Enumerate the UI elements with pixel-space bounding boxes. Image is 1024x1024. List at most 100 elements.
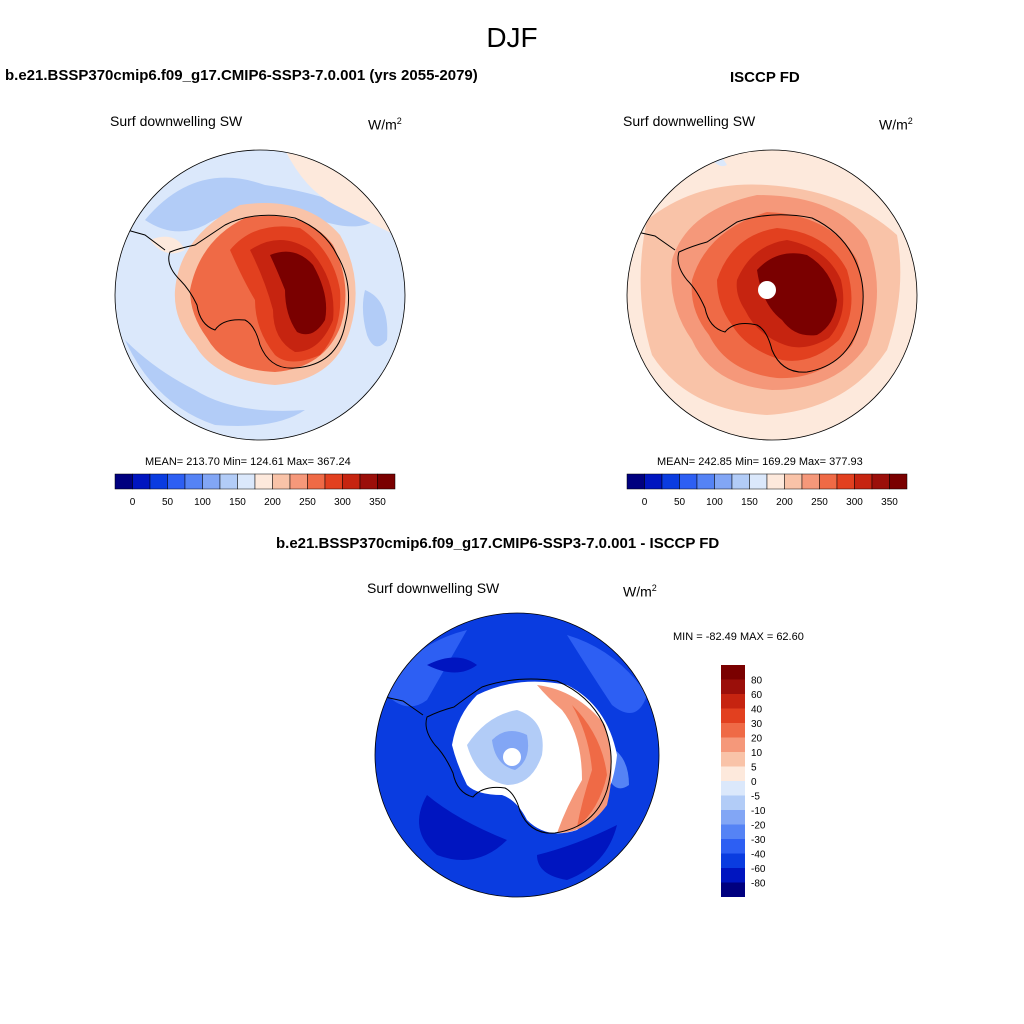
map-field-patch <box>567 635 647 713</box>
map-field-patch <box>419 795 507 860</box>
obs-stats-text: MEAN= 242.85 Min= 169.29 Max= 377.93 <box>657 456 863 468</box>
colorbar-box <box>714 473 733 490</box>
colorbar-box <box>819 473 838 490</box>
colorbar-box <box>721 665 745 680</box>
map-field-patch <box>270 251 327 335</box>
colorbar-box <box>721 708 745 723</box>
colorbar-tick-label: 50 <box>674 497 686 508</box>
colorbar-tick-label: 150 <box>229 497 246 508</box>
colorbar-box <box>289 473 308 490</box>
diff-minmax-text: MIN = -82.49 MAX = 62.60 <box>673 631 804 643</box>
pole-gap <box>758 281 776 299</box>
obs-units-label: W/m2 <box>879 116 913 133</box>
map-field-patch <box>572 705 607 827</box>
colorbar-box <box>114 473 133 490</box>
colorbar-box <box>721 752 745 767</box>
colorbar-box <box>272 473 291 490</box>
colorbar-box <box>184 473 203 490</box>
colorbar-box <box>721 810 745 825</box>
colorbar-tick-label: 0 <box>130 497 136 508</box>
colorbar-tick-label: 200 <box>264 497 281 508</box>
model-polar-map <box>114 149 406 441</box>
colorbar-box <box>359 473 378 490</box>
map-boundary-circle <box>114 149 406 441</box>
diff-polar-map <box>374 612 660 898</box>
colorbar-tick-label: -80 <box>751 879 766 890</box>
peninsula-coastline <box>384 696 424 716</box>
colorbar-box <box>721 824 745 839</box>
colorbar-box <box>784 473 803 490</box>
colorbar-box <box>237 473 256 490</box>
colorbar-tick-label: 0 <box>751 777 757 788</box>
colorbar-tick-label: -60 <box>751 864 766 875</box>
obs-colorbar: 0 50 100 150 200 250 300 350 <box>626 473 908 508</box>
colorbar-box <box>324 473 343 490</box>
colorbar-box <box>254 473 273 490</box>
map-boundary-circle <box>374 612 660 898</box>
colorbar-tick-label: 30 <box>751 719 763 730</box>
map-boundary-circle <box>626 149 918 441</box>
colorbar-box <box>854 473 873 490</box>
colorbar-tick-label: 50 <box>162 497 174 508</box>
model-stats-text: MEAN= 213.70 Min= 124.61 Max= 367.24 <box>145 456 351 468</box>
antarctica-coastline <box>168 214 350 369</box>
colorbar-box <box>696 473 715 490</box>
model-colorbar: 0 50 100 150 200 250 300 350 <box>114 473 396 508</box>
colorbar-box <box>626 473 645 490</box>
colorbar-box <box>721 679 745 694</box>
pole-gap <box>503 748 521 766</box>
map-field-patch <box>150 236 185 254</box>
diff-units-label: W/m2 <box>623 583 657 600</box>
colorbar-tick-label: 20 <box>751 734 763 745</box>
colorbar-tick-label: -20 <box>751 821 766 832</box>
colorbar-box <box>766 473 785 490</box>
map-field-patch <box>427 657 477 673</box>
colorbar-box <box>721 868 745 883</box>
colorbar-box <box>871 473 890 490</box>
map-field-patch <box>285 150 405 240</box>
colorbar-tick-label: 100 <box>194 497 211 508</box>
colorbar-box <box>644 473 663 490</box>
colorbar-box <box>219 473 238 490</box>
map-field-patch <box>757 253 837 336</box>
model-variable-label: Surf downwelling SW <box>110 113 243 129</box>
colorbar-box <box>721 853 745 868</box>
colorbar-tick-label: -30 <box>751 835 766 846</box>
colorbar-box <box>889 473 908 490</box>
colorbar-tick-label: 5 <box>751 763 757 774</box>
colorbar-box <box>149 473 168 490</box>
colorbar-box <box>721 723 745 738</box>
map-field-patch <box>125 340 305 426</box>
colorbar-box <box>377 473 396 490</box>
colorbar-tick-label: 100 <box>706 497 723 508</box>
colorbar-box <box>679 473 698 490</box>
map-field-patch <box>387 630 467 707</box>
colorbar-box <box>661 473 680 490</box>
colorbar-tick-label: -5 <box>751 792 760 803</box>
colorbar-tick-label: 250 <box>299 497 316 508</box>
colorbar-tick-label: 60 <box>751 690 763 701</box>
colorbar-box <box>721 766 745 781</box>
obs-variable-label: Surf downwelling SW <box>623 113 756 129</box>
diff-panel-title: b.e21.BSSP370cmip6.f09_g17.CMIP6-SSP3-7.… <box>276 535 720 552</box>
map-field-patch <box>537 825 617 880</box>
colorbar-tick-label: -10 <box>751 806 766 817</box>
diff-colorbar: 80 60 40 30 20 10 5 0 -5 -10 -20 -30 -40 -60 -80 <box>721 665 766 897</box>
colorbar-tick-label: 350 <box>369 497 386 508</box>
colorbar-box <box>202 473 221 490</box>
colorbar-tick-label: 150 <box>741 497 758 508</box>
colorbar-box <box>721 795 745 810</box>
colorbar-tick-label: 80 <box>751 676 763 687</box>
model-units-label: W/m2 <box>368 116 402 133</box>
colorbar-box <box>167 473 186 490</box>
colorbar-box <box>721 781 745 796</box>
colorbar-box <box>749 473 768 490</box>
colorbar-tick-label: 300 <box>846 497 863 508</box>
peninsula-coastline <box>636 231 676 251</box>
colorbar-box <box>721 694 745 709</box>
obs-panel-title: ISCCP FD <box>730 69 800 86</box>
colorbar-box <box>132 473 151 490</box>
colorbar-tick-label: 200 <box>776 497 793 508</box>
colorbar-box <box>307 473 326 490</box>
diff-variable-label: Surf downwelling SW <box>367 580 500 596</box>
